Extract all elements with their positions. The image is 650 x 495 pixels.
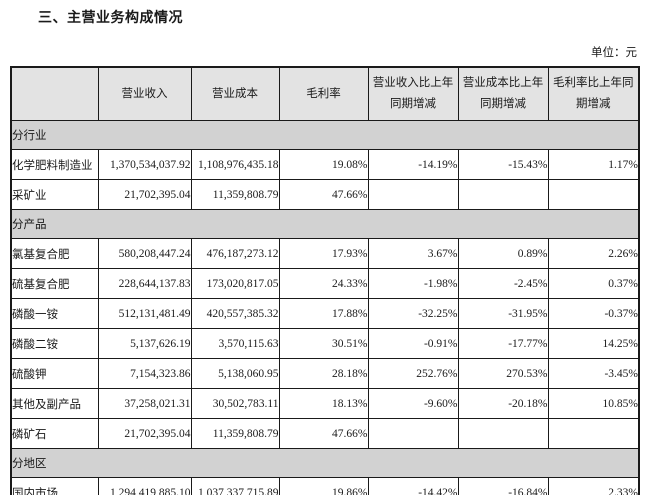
value-cell: 24.33% (278, 268, 369, 299)
value-cell: 1,294,419,885.10 (97, 477, 192, 495)
value-cell: 14.25% (547, 328, 640, 359)
value-cell (457, 418, 549, 449)
section-row: 分地区 (10, 448, 640, 478)
value-cell: 580,208,447.24 (97, 238, 192, 269)
value-cell: 2.26% (547, 238, 640, 269)
value-cell: -14.42% (367, 477, 459, 495)
column-header-revenue-yoy: 营业收入比上年同期增减 (367, 66, 459, 121)
value-cell: -17.77% (457, 328, 549, 359)
value-cell: 21,702,395.04 (97, 418, 192, 449)
value-cell: 0.37% (547, 268, 640, 299)
value-cell: 3,570,115.63 (190, 328, 280, 359)
value-cell (367, 418, 459, 449)
value-cell: 252.76% (367, 358, 459, 389)
table-row: 磷矿石 21,702,395.04 11,359,808.79 47.66% (10, 418, 640, 449)
value-cell: -3.45% (547, 358, 640, 389)
value-cell: -2.45% (457, 268, 549, 299)
table-row: 其他及副产品 37,258,021.31 30,502,783.11 18.13% -9… (10, 388, 640, 419)
value-cell: 2.33% (547, 477, 640, 495)
table-header-row: 营业收入 营业成本 毛利率 营业收入比上年同期增减 营业成本比上年同期增减 毛利… (10, 66, 640, 121)
row-label: 硫酸钾 (10, 358, 99, 389)
value-cell: 19.86% (278, 477, 369, 495)
section-label: 分行业 (10, 120, 640, 150)
table-row: 磷酸一铵 512,131,481.49 420,557,385.32 17.88% -3… (10, 298, 640, 329)
value-cell: 17.93% (278, 238, 369, 269)
row-label: 磷酸一铵 (10, 298, 99, 329)
value-cell: 173,020,817.05 (190, 268, 280, 299)
value-cell: 0.89% (457, 238, 549, 269)
value-cell: -20.18% (457, 388, 549, 419)
section-heading: 三、主营业务构成情况 (38, 11, 183, 26)
value-cell: 1,370,534,037.92 (97, 149, 192, 180)
value-cell: 420,557,385.32 (190, 298, 280, 329)
value-cell: 3.67% (367, 238, 459, 269)
column-header-cost-yoy: 营业成本比上年同期增减 (457, 66, 549, 121)
row-label: 国内市场 (10, 477, 99, 495)
value-cell: -0.91% (367, 328, 459, 359)
table-row: 硫酸钾 7,154,323.86 5,138,060.95 28.18% 252.76%… (10, 358, 640, 389)
row-label: 磷矿石 (10, 418, 99, 449)
table-body: 分行业 化学肥料制造业 1,370,534,037.92 1,108,976,435.… (10, 120, 640, 495)
value-cell: 28.18% (278, 358, 369, 389)
value-cell: 270.53% (457, 358, 549, 389)
value-cell: 47.66% (278, 418, 369, 449)
unit-label: 单位：元 (591, 47, 637, 59)
row-label: 磷酸二铵 (10, 328, 99, 359)
value-cell: 1,108,976,435.18 (190, 149, 280, 180)
value-cell: 228,644,137.83 (97, 268, 192, 299)
value-cell: 1.17% (547, 149, 640, 180)
value-cell (367, 179, 459, 210)
value-cell: 5,137,626.19 (97, 328, 192, 359)
row-label: 其他及副产品 (10, 388, 99, 419)
table-row: 国内市场 1,294,419,885.10 1,037,337,715.89 19.8… (10, 477, 640, 495)
value-cell: 476,187,273.12 (190, 238, 280, 269)
business-composition-table: 营业收入 营业成本 毛利率 营业收入比上年同期增减 营业成本比上年同期增减 毛利… (10, 66, 640, 495)
value-cell: -32.25% (367, 298, 459, 329)
value-cell: -15.43% (457, 149, 549, 180)
column-header-revenue: 营业收入 (97, 66, 192, 121)
value-cell: 11,359,808.79 (190, 179, 280, 210)
value-cell: -1.98% (367, 268, 459, 299)
value-cell: 19.08% (278, 149, 369, 180)
table-row: 磷酸二铵 5,137,626.19 3,570,115.63 30.51% -0.91%… (10, 328, 640, 359)
value-cell (457, 179, 549, 210)
section-row: 分产品 (10, 209, 640, 239)
value-cell: 17.88% (278, 298, 369, 329)
value-cell (547, 418, 640, 449)
value-cell: 1,037,337,715.89 (190, 477, 280, 495)
value-cell: 512,131,481.49 (97, 298, 192, 329)
section-label: 分产品 (10, 209, 640, 239)
row-label: 采矿业 (10, 179, 99, 210)
row-label: 硫基复合肥 (10, 268, 99, 299)
value-cell: 47.66% (278, 179, 369, 210)
value-cell: 21,702,395.04 (97, 179, 192, 210)
value-cell: -16.84% (457, 477, 549, 495)
table-row: 采矿业 21,702,395.04 11,359,808.79 47.66% (10, 179, 640, 210)
value-cell: 30,502,783.11 (190, 388, 280, 419)
value-cell: 5,138,060.95 (190, 358, 280, 389)
value-cell: -31.95% (457, 298, 549, 329)
value-cell (547, 179, 640, 210)
value-cell: 37,258,021.31 (97, 388, 192, 419)
table-row: 化学肥料制造业 1,370,534,037.92 1,108,976,435.18 1… (10, 149, 640, 180)
table-row: 硫基复合肥 228,644,137.83 173,020,817.05 24.33% -… (10, 268, 640, 299)
column-header-gross-margin: 毛利率 (278, 66, 369, 121)
value-cell: 30.51% (278, 328, 369, 359)
row-label: 氯基复合肥 (10, 238, 99, 269)
table-row: 氯基复合肥 580,208,447.24 476,187,273.12 17.93% 3… (10, 238, 640, 269)
column-header-cost: 营业成本 (190, 66, 280, 121)
column-header-rowlabel (10, 66, 99, 121)
value-cell: 10.85% (547, 388, 640, 419)
value-cell: 11,359,808.79 (190, 418, 280, 449)
value-cell: -14.19% (367, 149, 459, 180)
value-cell: -9.60% (367, 388, 459, 419)
section-label: 分地区 (10, 448, 640, 478)
value-cell: 18.13% (278, 388, 369, 419)
section-row: 分行业 (10, 120, 640, 150)
value-cell: -0.37% (547, 298, 640, 329)
value-cell: 7,154,323.86 (97, 358, 192, 389)
column-header-margin-yoy: 毛利率比上年同期增减 (547, 66, 640, 121)
row-label: 化学肥料制造业 (10, 149, 99, 180)
